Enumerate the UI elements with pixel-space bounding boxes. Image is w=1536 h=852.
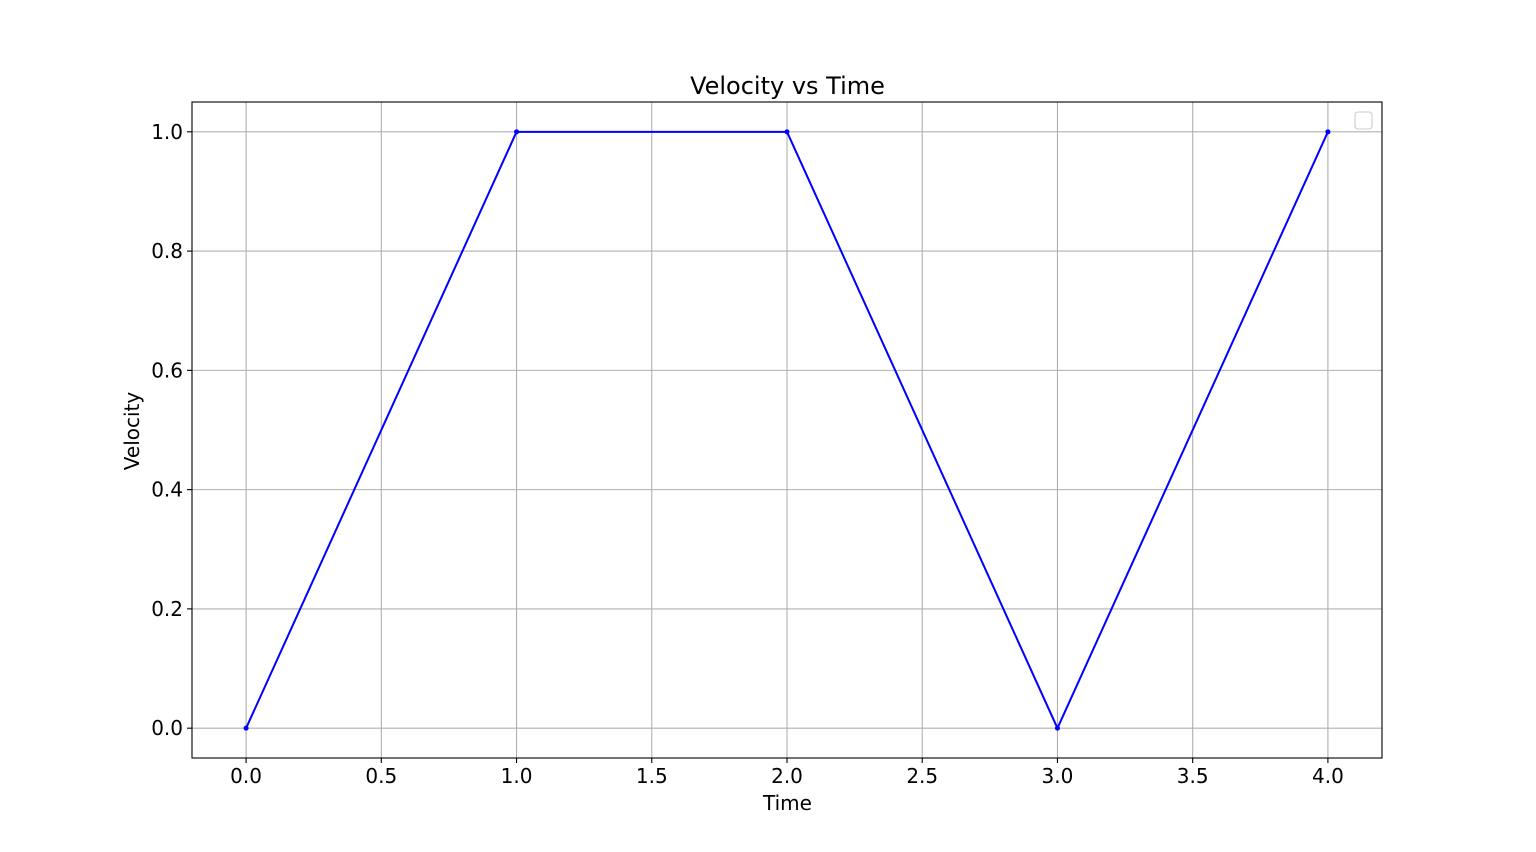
y-tick-label: 0.0 [151,716,183,740]
y-tick-label: 0.2 [151,597,183,621]
data-point [243,725,249,731]
x-tick-label: 1.0 [501,764,533,788]
x-tick-label: 0.0 [230,764,262,788]
data-point [1054,725,1060,731]
axis-ticks: 0.0 0.5 1.0 1.5 2.0 2.5 3.0 3.5 4.0 0.0 0.2 0.4 0.6 0… [151,120,1344,788]
x-tick-label: 3.5 [1177,764,1209,788]
x-tick-label: 0.5 [365,764,397,788]
x-tick-label: 3.0 [1042,764,1074,788]
x-tick-label: 4.0 [1312,764,1344,788]
chart-title: Velocity vs Time [690,72,885,100]
x-tick-label: 2.0 [771,764,803,788]
y-tick-label: 0.4 [151,478,183,502]
legend [1354,111,1373,130]
x-tick-label: 2.5 [906,764,938,788]
data-point [514,129,520,135]
legend-box [1354,111,1373,130]
data-point [1325,129,1331,135]
y-axis-label: Velocity [120,392,144,471]
x-axis-label: Time [762,791,812,815]
y-tick-label: 1.0 [151,120,183,144]
data-point [784,129,790,135]
series-layer [243,129,1331,731]
y-tick-label: 0.8 [151,239,183,263]
y-tick-label: 0.6 [151,358,183,382]
x-tick-label: 1.5 [636,764,668,788]
